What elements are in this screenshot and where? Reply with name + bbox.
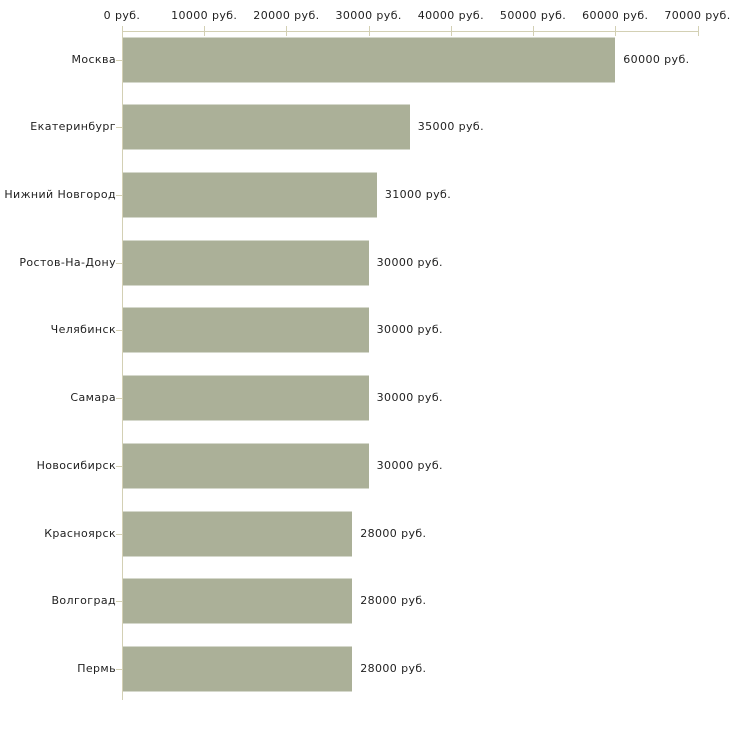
value-label: 35000 руб. xyxy=(417,120,485,134)
value-label: 30000 руб. xyxy=(376,391,443,405)
category-label: Нижний Новгород xyxy=(4,187,116,201)
x-axis-tick xyxy=(615,26,617,36)
category-label: Москва xyxy=(71,52,116,66)
value-label: 60000 руб. xyxy=(623,52,690,66)
value-label: 30000 руб. xyxy=(376,458,443,472)
bar xyxy=(123,240,369,286)
y-axis-tick xyxy=(116,59,122,61)
x-axis-tick-label: 30000 руб. xyxy=(335,9,402,22)
x-axis-tick xyxy=(204,26,206,36)
bar xyxy=(123,443,369,489)
y-axis-tick xyxy=(116,668,122,670)
x-axis-tick xyxy=(697,26,699,36)
bar xyxy=(123,511,353,557)
x-axis-tick-label: 0 руб. xyxy=(103,9,141,22)
y-axis-tick xyxy=(116,465,122,467)
y-axis-tick xyxy=(116,601,122,603)
y-axis-tick xyxy=(116,330,122,332)
category-label: Ростов-На-Дону xyxy=(19,255,116,269)
category-label: Екатеринбург xyxy=(30,120,116,134)
x-axis-tick xyxy=(286,26,288,36)
x-axis-tick xyxy=(533,26,535,36)
x-axis-tick-label: 10000 руб. xyxy=(171,9,238,22)
value-label: 30000 руб. xyxy=(376,323,443,337)
y-axis-tick xyxy=(116,398,122,400)
bar xyxy=(123,375,369,421)
y-axis-tick xyxy=(116,533,122,535)
category-label: Волгоград xyxy=(51,594,116,608)
y-axis-tick xyxy=(116,194,122,196)
category-label: Самара xyxy=(70,391,116,405)
x-axis-tick-label: 70000 руб. xyxy=(664,9,730,22)
bar xyxy=(123,172,377,218)
value-label: 28000 руб. xyxy=(360,526,427,540)
category-label: Пермь xyxy=(77,661,116,675)
x-axis-tick-label: 60000 руб. xyxy=(582,9,649,22)
x-axis-tick-label: 20000 руб. xyxy=(253,9,320,22)
value-label: 30000 руб. xyxy=(376,255,443,269)
bar xyxy=(123,37,616,82)
category-label: Красноярск xyxy=(44,526,116,540)
bar xyxy=(123,578,353,624)
value-label: 28000 руб. xyxy=(360,661,427,675)
bar xyxy=(123,104,410,150)
category-label: Новосибирск xyxy=(36,458,116,472)
x-axis-tick xyxy=(368,26,370,36)
value-label: 31000 руб. xyxy=(384,187,452,201)
x-axis-tick xyxy=(450,26,452,36)
value-label: 28000 руб. xyxy=(360,594,427,608)
x-axis-tick-label: 40000 руб. xyxy=(417,9,484,22)
y-axis-line xyxy=(122,26,123,700)
category-label: Челябинск xyxy=(50,323,116,337)
bar xyxy=(123,646,353,692)
x-axis-line xyxy=(122,31,698,32)
y-axis-tick xyxy=(116,262,122,264)
x-axis-tick-label: 50000 руб. xyxy=(499,9,567,22)
bar xyxy=(123,307,369,353)
y-axis-tick xyxy=(116,127,122,129)
